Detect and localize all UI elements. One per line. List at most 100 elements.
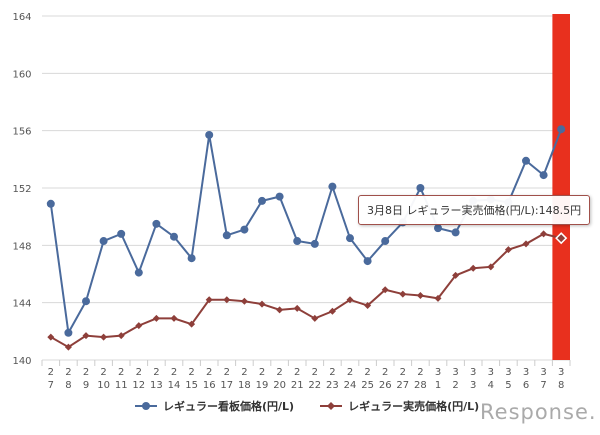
x-tick-label: 16 — [203, 380, 216, 391]
x-tick-label: 2 — [294, 367, 300, 378]
x-tick-label: 10 — [97, 380, 110, 391]
x-tick-label: 11 — [115, 380, 128, 391]
x-tick-label: 9 — [83, 380, 89, 391]
x-tick-label: 2 — [329, 367, 335, 378]
data-point — [328, 182, 337, 191]
data-point — [46, 199, 55, 208]
data-point — [100, 333, 108, 341]
highlight-band — [552, 14, 570, 360]
x-tick-label: 13 — [150, 380, 163, 391]
x-tick-label: 4 — [488, 380, 494, 391]
data-point — [434, 224, 442, 233]
data-point — [434, 294, 442, 302]
data-point — [539, 171, 548, 180]
x-tick-label: 26 — [379, 380, 392, 391]
x-tick-label: 2 — [48, 367, 54, 378]
data-point — [540, 230, 548, 238]
y-tick-label: 144 — [12, 299, 31, 310]
x-tick-label: 14 — [168, 380, 181, 391]
x-tick-label: 2 — [400, 367, 406, 378]
tooltip: 3月8日 レギュラー実売価格(円/L):148.5円 — [358, 195, 591, 225]
x-tick-label: 20 — [273, 380, 286, 391]
y-tick-label: 148 — [12, 241, 31, 252]
x-tick-label: 7 — [540, 380, 546, 391]
x-tick-label: 2 — [153, 367, 159, 378]
x-tick-label: 2 — [100, 367, 106, 378]
x-tick-label: 19 — [256, 380, 269, 391]
data-point — [152, 314, 160, 322]
data-point-hovered — [555, 232, 568, 245]
x-tick-label: 18 — [238, 380, 251, 391]
y-tick-label: 164 — [12, 12, 31, 23]
response-logo: Response. — [480, 400, 597, 424]
data-point — [258, 196, 266, 205]
y-tick-label: 152 — [12, 184, 31, 195]
x-tick-label: 6 — [523, 380, 529, 391]
data-point — [416, 292, 424, 299]
x-tick-label: 17 — [220, 380, 233, 391]
data-point — [117, 332, 125, 340]
x-tick-label: 12 — [132, 380, 145, 391]
data-point — [416, 184, 425, 192]
data-point — [276, 306, 284, 314]
data-point — [64, 328, 73, 337]
y-tick-label: 140 — [12, 356, 31, 367]
data-point — [135, 322, 143, 330]
x-tick-label: 3 — [505, 367, 511, 378]
legend-label: レギュラー看板価格(円/L) — [163, 400, 295, 413]
data-point — [223, 296, 231, 304]
x-tick-label: 5 — [505, 380, 511, 391]
data-point — [187, 254, 196, 263]
x-tick-label: 3 — [540, 367, 546, 378]
data-point — [487, 263, 495, 271]
x-tick-label: 2 — [364, 367, 370, 378]
data-point — [170, 314, 178, 322]
x-tick-label: 2 — [65, 367, 71, 378]
data-point — [522, 240, 530, 248]
x-tick-label: 8 — [65, 380, 71, 391]
data-point — [310, 239, 319, 248]
logo-text: Response. — [480, 400, 597, 424]
x-tick-label: 3 — [470, 367, 476, 378]
x-tick-label: 2 — [206, 367, 212, 378]
legend-item-signboard-price[interactable]: レギュラー看板価格(円/L) — [135, 398, 294, 414]
x-tick-label: 1 — [435, 380, 441, 391]
x-tick-label: 2 — [224, 367, 230, 378]
x-tick-label: 2 — [417, 367, 423, 378]
x-tick-label: 27 — [396, 380, 409, 391]
data-point — [222, 231, 231, 240]
data-point — [399, 290, 407, 298]
data-point — [117, 229, 126, 238]
data-point — [240, 297, 248, 305]
data-point — [205, 296, 213, 304]
data-point — [82, 297, 90, 306]
y-tick-label: 156 — [12, 127, 31, 138]
x-tick-label: 2 — [171, 367, 177, 378]
x-tick-label: 21 — [291, 380, 304, 391]
data-point — [311, 314, 319, 322]
data-point — [275, 192, 284, 201]
x-tick-label: 2 — [276, 367, 282, 378]
data-point — [152, 219, 161, 228]
data-point — [82, 332, 90, 340]
x-tick-label: 2 — [136, 367, 142, 378]
data-point — [170, 232, 178, 241]
x-tick-label: 7 — [48, 380, 54, 391]
data-point — [293, 304, 301, 312]
legend-item-actual-price[interactable]: レギュラー実売価格(円/L) — [320, 398, 479, 414]
data-point — [381, 237, 390, 246]
x-tick-label: 3 — [470, 380, 476, 391]
data-point — [64, 343, 72, 351]
x-tick-label: 2 — [312, 367, 318, 378]
data-point — [452, 271, 460, 279]
data-point — [188, 320, 196, 328]
x-tick-label: 8 — [558, 380, 564, 391]
x-tick-label: 23 — [326, 380, 339, 391]
y-tick-label: 160 — [12, 69, 31, 80]
x-tick-label: 3 — [452, 367, 458, 378]
x-tick-label: 15 — [185, 380, 198, 391]
data-point — [363, 257, 372, 266]
data-point — [293, 237, 302, 246]
x-tick-label: 2 — [382, 367, 388, 378]
